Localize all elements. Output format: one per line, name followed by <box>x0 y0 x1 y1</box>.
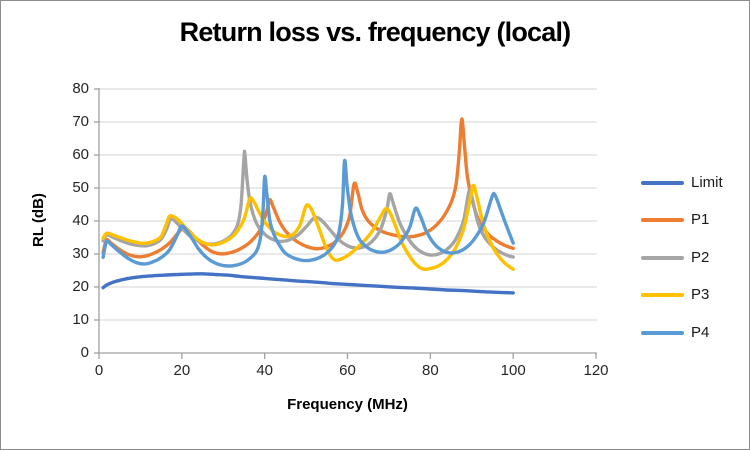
y-tick-label-10: 10 <box>72 311 89 328</box>
x-tick-label-60: 60 <box>339 362 356 379</box>
y-tick-label-50: 50 <box>72 179 89 196</box>
y-tick-label-0: 0 <box>80 344 89 361</box>
legend: Limit P1 P2 P3 P4 <box>641 164 723 352</box>
x-tick-label-0: 0 <box>94 362 104 379</box>
y-tick-label-30: 30 <box>72 245 89 262</box>
y-tick-label-40: 40 <box>72 212 89 229</box>
legend-label-p4: P4 <box>691 323 710 341</box>
y-axis-title: RL (dB) <box>30 193 47 247</box>
y-tick-label-60: 60 <box>72 146 89 163</box>
x-tick-label-20: 20 <box>173 362 191 379</box>
x-tick-label-120: 120 <box>583 362 609 379</box>
legend-swatch-p3 <box>641 293 684 298</box>
legend-label-p2: P2 <box>691 248 710 266</box>
series-line-limit <box>101 272 515 295</box>
x-tick-label-80: 80 <box>421 362 439 379</box>
series-line-p2 <box>101 149 515 259</box>
legend-swatch-p1 <box>641 218 684 223</box>
y-tick-label-20: 20 <box>72 278 89 295</box>
legend-item-p4: P4 <box>641 314 723 352</box>
legend-label-p3: P3 <box>691 286 710 304</box>
chart-title: Return loss vs. frequency (local) <box>179 17 572 47</box>
legend-item-limit: Limit <box>641 164 723 202</box>
legend-swatch-p4 <box>641 330 684 335</box>
y-tick-label-70: 70 <box>72 113 89 130</box>
x-axis-title: Frequency (MHz) <box>287 396 408 413</box>
legend-item-p1: P1 <box>641 202 723 240</box>
x-tick-label-100: 100 <box>500 362 526 379</box>
legend-swatch-p2 <box>641 255 684 260</box>
legend-swatch-limit <box>641 180 684 185</box>
series-line-p4 <box>101 158 515 268</box>
y-tick-label-80: 80 <box>72 80 89 97</box>
legend-label-limit: Limit <box>691 173 723 191</box>
x-tick-label-40: 40 <box>256 362 273 379</box>
legend-label-p1: P1 <box>691 211 710 229</box>
legend-item-p3: P3 <box>641 277 723 315</box>
series-line-p3 <box>101 183 515 272</box>
legend-item-p2: P2 <box>641 239 723 277</box>
